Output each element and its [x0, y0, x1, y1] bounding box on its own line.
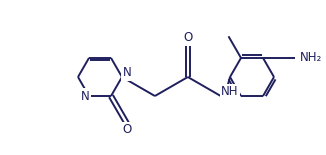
Text: NH₂: NH₂ — [300, 51, 322, 64]
Text: NH: NH — [221, 86, 239, 98]
Text: O: O — [183, 31, 192, 44]
Text: N: N — [123, 66, 131, 80]
Text: N: N — [81, 90, 89, 103]
Text: O: O — [122, 123, 132, 136]
